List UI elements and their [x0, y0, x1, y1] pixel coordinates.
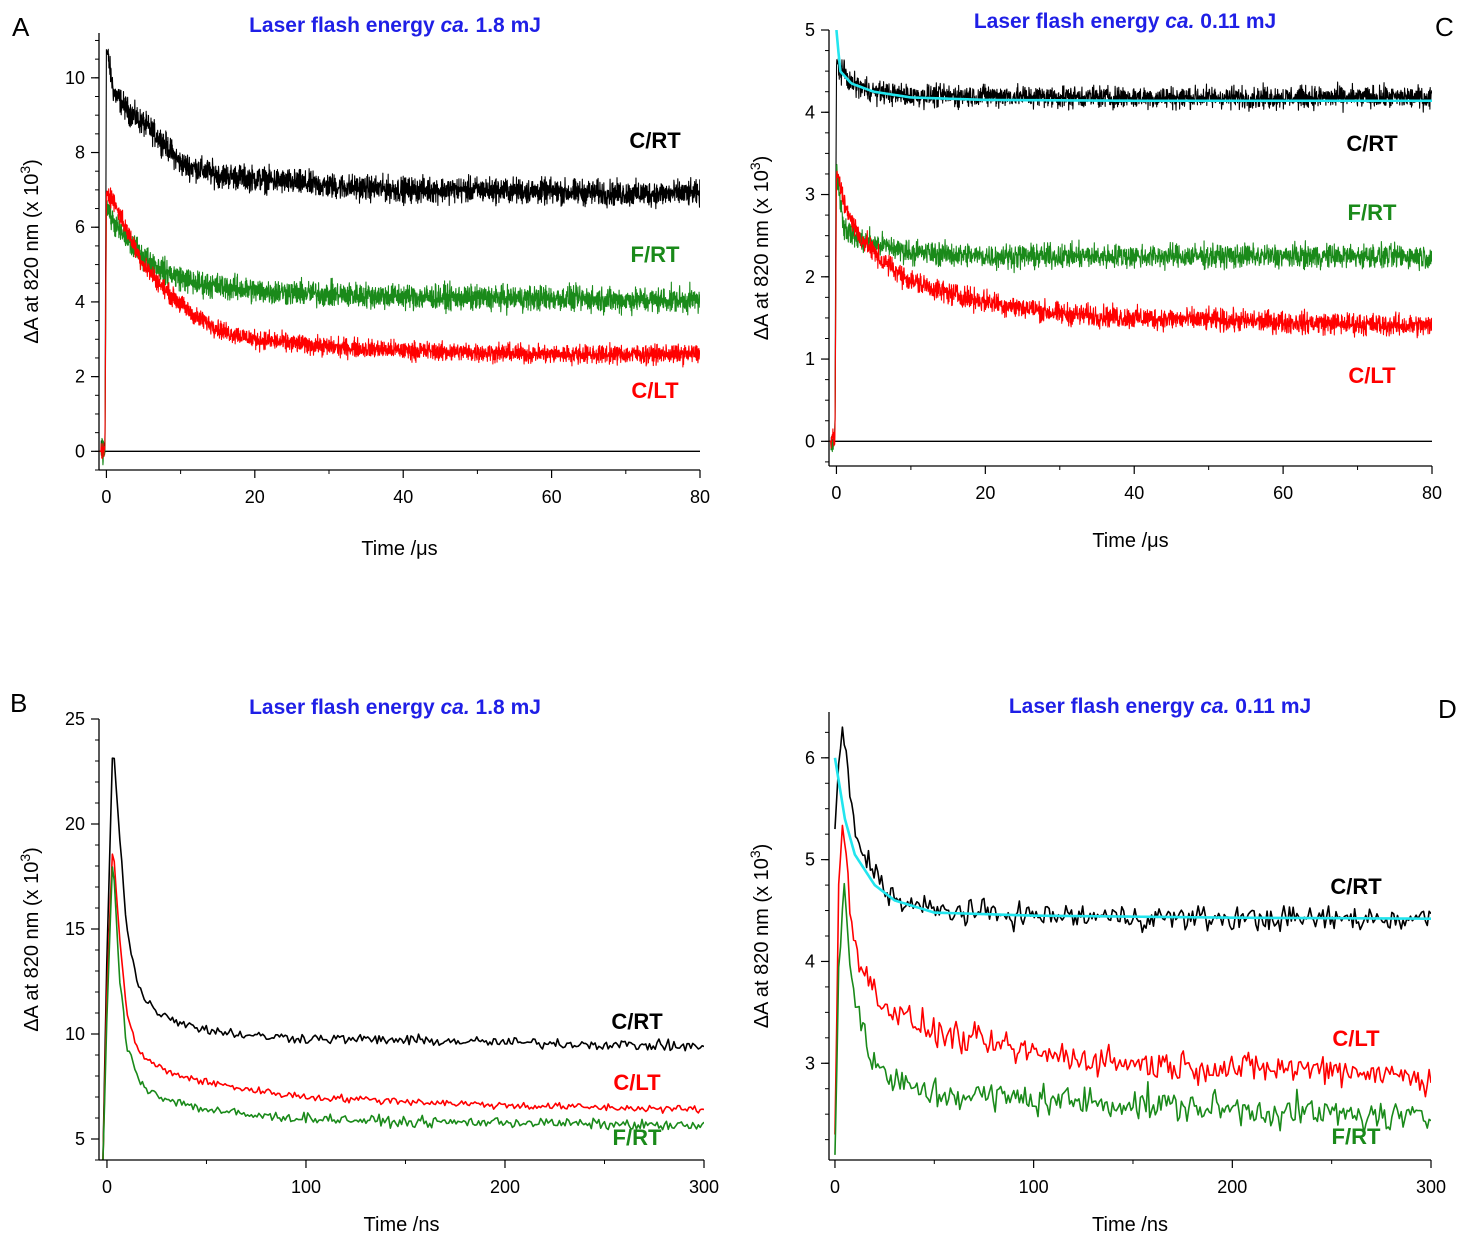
series-c-rt	[102, 757, 704, 1160]
x-tick-label: 100	[291, 1177, 321, 1197]
panel-a: 0 20 40 60 80 0 2 4 6 8 10 Time /μs ΔA at 820 nm (x …	[12, 12, 710, 560]
x-tick-label: 100	[1019, 1177, 1049, 1197]
y-tick-label: 15	[65, 919, 85, 939]
y-tick-label: 1	[805, 349, 815, 369]
x-tick-label: 300	[689, 1177, 719, 1197]
y-axis-title: ΔA at 820 nm (x 103)	[747, 156, 773, 341]
panel-d: 0 100 200 300 3 4 5 6 Time /ns ΔA at 820 nm (x 10…	[747, 694, 1457, 1234]
panel-title: Laser flash energy ca. 0.11 mJ	[1009, 695, 1311, 718]
x-axis-title: Time /ns	[364, 1214, 440, 1234]
x-tick-label: 20	[975, 483, 995, 503]
x-tick-label: 300	[1416, 1177, 1446, 1197]
y-axis-title: ΔA at 820 nm (x 103)	[17, 159, 43, 344]
x-tick-label: 0	[831, 483, 841, 503]
series-label: C/LT	[631, 378, 679, 403]
y-tick-label: 3	[805, 1053, 815, 1073]
series-c-rt	[99, 48, 700, 457]
series-c-lt	[829, 170, 1432, 449]
y-axis-title: ΔA at 820 nm (x 103)	[17, 847, 43, 1032]
panel-letter: B	[10, 688, 27, 718]
y-tick-label: 5	[805, 850, 815, 870]
series-f-rt	[102, 866, 704, 1160]
series-label: C/LT	[613, 1070, 661, 1095]
x-tick-label: 80	[1422, 483, 1442, 503]
plot-area	[829, 30, 1432, 453]
y-tick-label: 0	[75, 441, 85, 461]
x-tick-label: 60	[1273, 483, 1293, 503]
y-tick-label: 10	[65, 68, 85, 88]
series-label: C/RT	[1346, 131, 1398, 156]
y-tick-label: 0	[805, 431, 815, 451]
plot-area	[99, 48, 700, 466]
x-tick-label: 0	[830, 1177, 840, 1197]
series-c-rt	[829, 57, 1432, 451]
series-label: C/LT	[1348, 363, 1396, 388]
y-tick-label: 6	[75, 217, 85, 237]
y-tick-label: 4	[75, 292, 85, 312]
y-tick-label: 20	[65, 814, 85, 834]
x-tick-label: 200	[1217, 1177, 1247, 1197]
y-tick-label: 5	[805, 20, 815, 40]
panel-b: 0 100 200 300 5 10 15 20 25 Time /ns ΔA at 820 nm …	[10, 688, 719, 1234]
x-axis-title: Time /μs	[1092, 530, 1168, 552]
x-tick-label: 20	[245, 487, 265, 507]
panel-title: Laser flash energy ca. 1.8 mJ	[249, 14, 541, 37]
x-tick-label: 60	[542, 487, 562, 507]
y-tick-label: 5	[75, 1129, 85, 1149]
x-tick-label: 40	[1124, 483, 1144, 503]
panel-title: Laser flash energy ca. 1.8 mJ	[249, 696, 541, 719]
series-label: F/RT	[613, 1125, 662, 1150]
series-fit	[833, 757, 1431, 920]
y-tick-label: 6	[805, 748, 815, 768]
series-label: C/RT	[1330, 874, 1382, 899]
panel-title: Laser flash energy ca. 0.11 mJ	[974, 10, 1276, 33]
y-tick-label: 10	[65, 1024, 85, 1044]
y-tick-label: 2	[805, 267, 815, 287]
y-tick-label: 4	[805, 951, 815, 971]
x-tick-label: 40	[393, 487, 413, 507]
x-tick-label: 80	[690, 487, 710, 507]
y-tick-label: 3	[805, 185, 815, 205]
series-fit	[835, 30, 1432, 103]
series-label: C/LT	[1332, 1026, 1380, 1051]
x-axis-title: Time /μs	[361, 538, 437, 560]
x-tick-label: 200	[490, 1177, 520, 1197]
series-label: F/RT	[1348, 200, 1397, 225]
series-label: F/RT	[1332, 1124, 1381, 1149]
y-tick-label: 2	[75, 367, 85, 387]
x-tick-label: 0	[102, 1177, 112, 1197]
y-tick-label: 4	[805, 102, 815, 122]
panel-letter: D	[1438, 694, 1457, 724]
x-axis-title: Time /ns	[1092, 1214, 1168, 1234]
series-f-rt	[99, 198, 700, 466]
series-label: F/RT	[631, 242, 680, 267]
panel-c: 0 20 40 60 80 0 1 2 3 4 5 Time /μs ΔA at 820 nm (x 1…	[747, 10, 1454, 552]
x-tick-label: 0	[101, 487, 111, 507]
series-c-lt	[99, 187, 700, 459]
panel-letter: A	[12, 12, 30, 42]
series-c-lt	[834, 824, 1431, 1135]
plot-area	[102, 757, 704, 1160]
y-axis-title: ΔA at 820 nm (x 103)	[747, 844, 773, 1029]
series-label: C/RT	[611, 1009, 663, 1034]
series-f-rt	[834, 882, 1431, 1155]
series-label: C/RT	[629, 128, 681, 153]
series-c-lt	[102, 853, 704, 1160]
y-tick-label: 8	[75, 143, 85, 163]
y-tick-label: 25	[65, 709, 85, 729]
panel-letter: C	[1435, 12, 1454, 42]
series-f-rt	[829, 163, 1432, 453]
plot-area	[833, 726, 1431, 1155]
series-c-rt	[834, 726, 1431, 934]
